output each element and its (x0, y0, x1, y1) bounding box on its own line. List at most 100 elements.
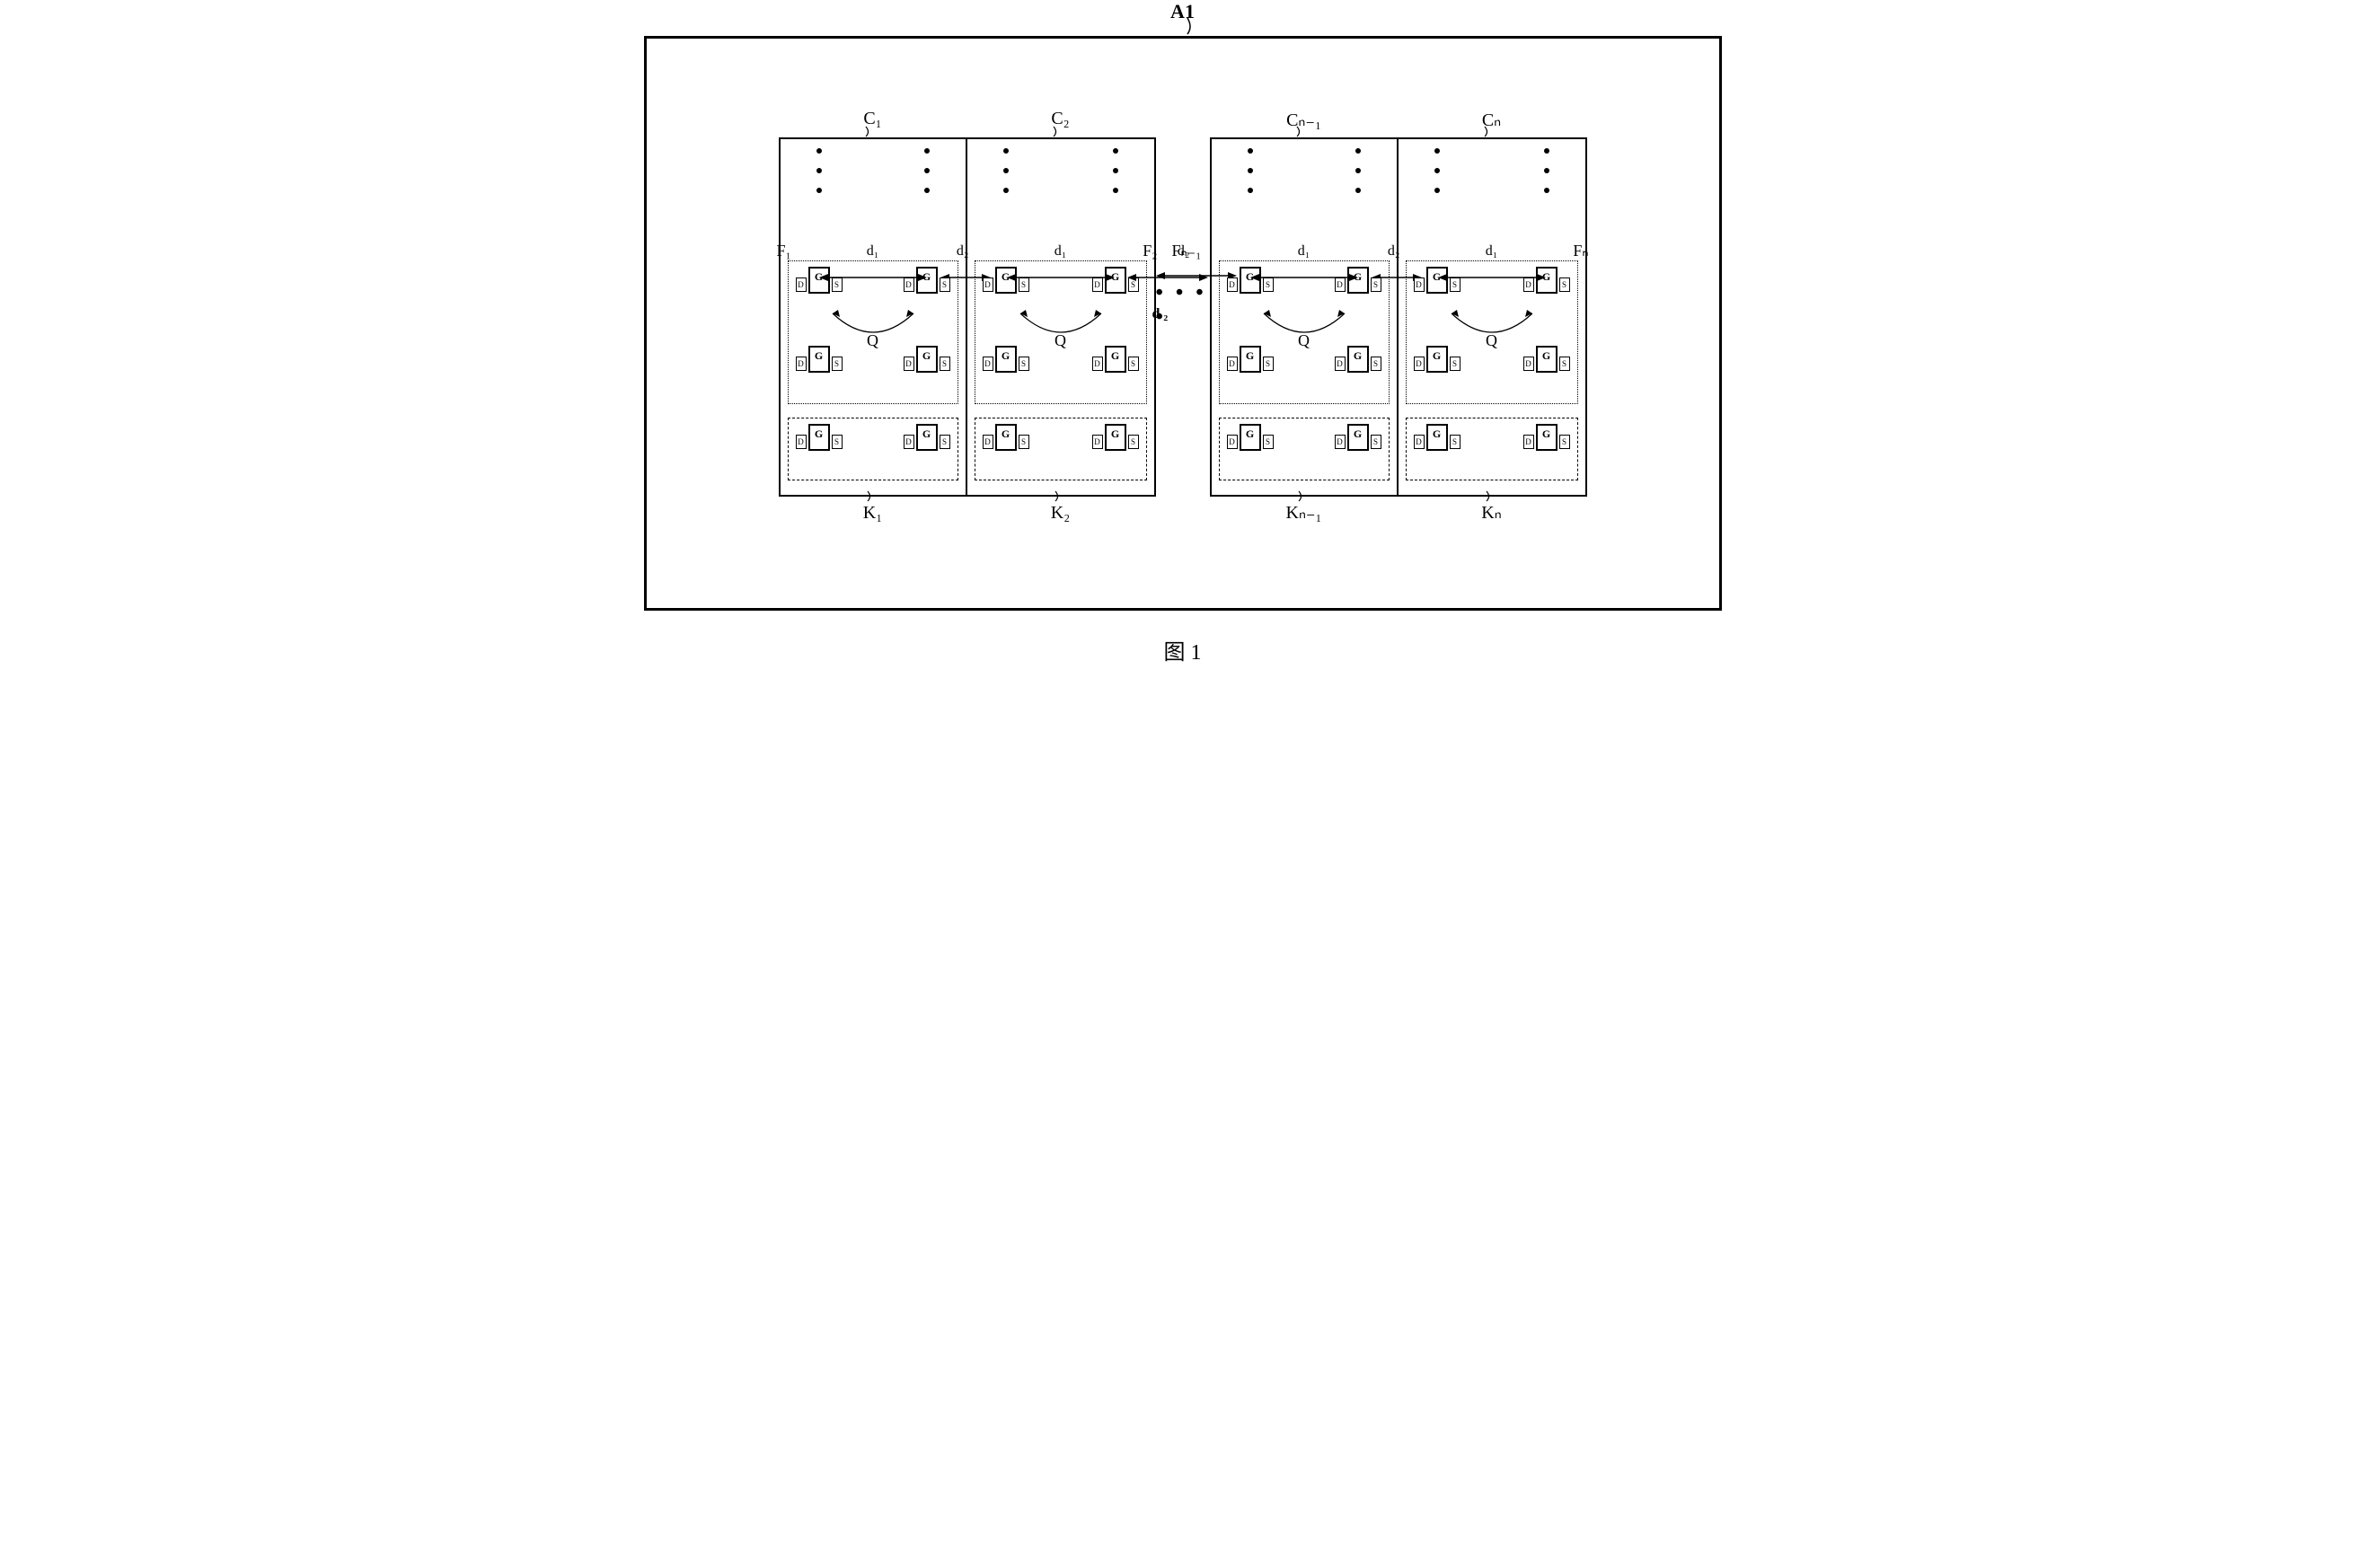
continuation-dots (1434, 148, 1440, 193)
module-pair-right: Cₙ₋₁ Fₙ₋₁ d₁ d₂ DGS (1210, 137, 1587, 497)
gate-terminal: G (1347, 424, 1369, 451)
source-terminal: S (1128, 357, 1139, 371)
drain-terminal: D (1335, 435, 1346, 449)
drain-terminal: D (1523, 277, 1534, 292)
transistor-row: DGS DGS (975, 418, 1146, 463)
source-terminal: S (1019, 357, 1029, 371)
k-region: DGS DGS (788, 418, 958, 480)
gate-terminal: G (1105, 346, 1126, 373)
continuation-dots (924, 148, 930, 193)
gate-terminal: G (1105, 267, 1126, 294)
transistor-row: DGS DGS (789, 418, 957, 463)
drain-terminal: D (1414, 357, 1425, 371)
gate-terminal: G (1536, 267, 1558, 294)
source-terminal: S (1559, 277, 1570, 292)
drain-terminal: D (904, 277, 914, 292)
source-terminal: S (1019, 277, 1029, 292)
gate-terminal: G (808, 424, 830, 451)
transistor: DGS (983, 267, 1029, 301)
d1-label: d₁ (867, 243, 879, 260)
source-terminal: S (1371, 435, 1381, 449)
gate-terminal: G (916, 424, 938, 451)
module-c1: C₁ F₁ d₁ d₂ DGS (779, 137, 967, 497)
module-row: C₁ F₁ d₁ d₂ DGS (692, 137, 1674, 497)
gate-terminal: G (1426, 424, 1448, 451)
transistor-row: DGS DGS (1220, 418, 1389, 463)
source-terminal: S (1371, 357, 1381, 371)
outer-frame: C₁ F₁ d₁ d₂ DGS (644, 36, 1722, 611)
gate-terminal: G (995, 424, 1017, 451)
source-terminal: S (1371, 277, 1381, 292)
transistor: DGS (904, 267, 950, 301)
drain-terminal: D (904, 435, 914, 449)
transistor: DGS (1335, 346, 1381, 380)
gate-terminal: G (1347, 267, 1369, 294)
transistor: DGS (1523, 424, 1570, 458)
source-terminal: S (1263, 277, 1274, 292)
drain-terminal: D (983, 277, 993, 292)
source-terminal: S (1019, 435, 1029, 449)
gate-terminal: G (916, 267, 938, 294)
transistor: DGS (1092, 424, 1139, 458)
source-terminal: S (1450, 277, 1460, 292)
k-region-label: K₂ (1051, 503, 1070, 524)
drain-terminal: D (1092, 277, 1103, 292)
source-terminal: S (832, 277, 843, 292)
drain-terminal: D (1092, 435, 1103, 449)
transistor: DGS (1523, 267, 1570, 301)
transistor: DGS (1414, 346, 1460, 380)
source-terminal: S (1450, 435, 1460, 449)
figure-caption: 图 1 (644, 634, 1722, 665)
transistor: DGS (904, 424, 950, 458)
ellipsis-gap: • • • • d₂ (1156, 281, 1210, 330)
k-region-label: Kₙ₋₁ (1286, 501, 1322, 524)
continuation-dots (816, 148, 822, 193)
gate-terminal: G (1240, 267, 1261, 294)
transistor: DGS (796, 346, 843, 380)
drain-terminal: D (1335, 357, 1346, 371)
source-terminal: S (940, 277, 950, 292)
transistor-row: DGS DGS (789, 261, 957, 306)
drain-terminal: D (1227, 357, 1238, 371)
transistor: DGS (1335, 267, 1381, 301)
f-region-label: F₁ (777, 242, 791, 260)
transistor-row: DGS DGS (975, 261, 1146, 306)
continuation-dots (1544, 148, 1549, 193)
lead-curve (1295, 125, 1308, 142)
gate-terminal: G (1240, 346, 1261, 373)
source-terminal: S (940, 357, 950, 371)
drain-terminal: D (796, 277, 807, 292)
drain-terminal: D (1414, 435, 1425, 449)
drain-terminal: D (983, 435, 993, 449)
drain-terminal: D (1227, 435, 1238, 449)
drain-terminal: D (1335, 277, 1346, 292)
figure-page: A1 C₁ F₁ d₁ d₂ (644, 36, 1722, 665)
d2-label: d₂ (1152, 306, 1172, 322)
k-region: DGS DGS (975, 418, 1147, 480)
transistor-row: DGS DGS (1407, 418, 1577, 463)
drain-terminal: D (1227, 277, 1238, 292)
gate-terminal: G (1426, 346, 1448, 373)
gate-terminal: G (995, 346, 1017, 373)
gate-terminal: G (808, 346, 830, 373)
transistor: DGS (1414, 424, 1460, 458)
module-cn: Cₙ d₁ Fₙ DGS DGS Q (1399, 137, 1587, 497)
transistor: DGS (1227, 346, 1274, 380)
gate-terminal: G (1347, 346, 1369, 373)
drain-terminal: D (796, 435, 807, 449)
transistor: DGS (796, 267, 843, 301)
continuation-dots (1355, 148, 1361, 193)
lead-curve (1483, 125, 1496, 142)
f-region-label: Fₙ₋₁ (1172, 242, 1202, 260)
q-label: Q (1055, 331, 1066, 350)
drain-terminal: D (1092, 357, 1103, 371)
d1-label: d₁ (1055, 243, 1067, 260)
lead-curve (864, 125, 877, 142)
transistor: DGS (1523, 346, 1570, 380)
gate-terminal: G (1240, 424, 1261, 451)
q-label: Q (1298, 331, 1310, 350)
transistor: DGS (983, 346, 1029, 380)
transistor-row: DGS DGS (1220, 261, 1389, 306)
transistor: DGS (1227, 267, 1274, 301)
transistor: DGS (1092, 346, 1139, 380)
